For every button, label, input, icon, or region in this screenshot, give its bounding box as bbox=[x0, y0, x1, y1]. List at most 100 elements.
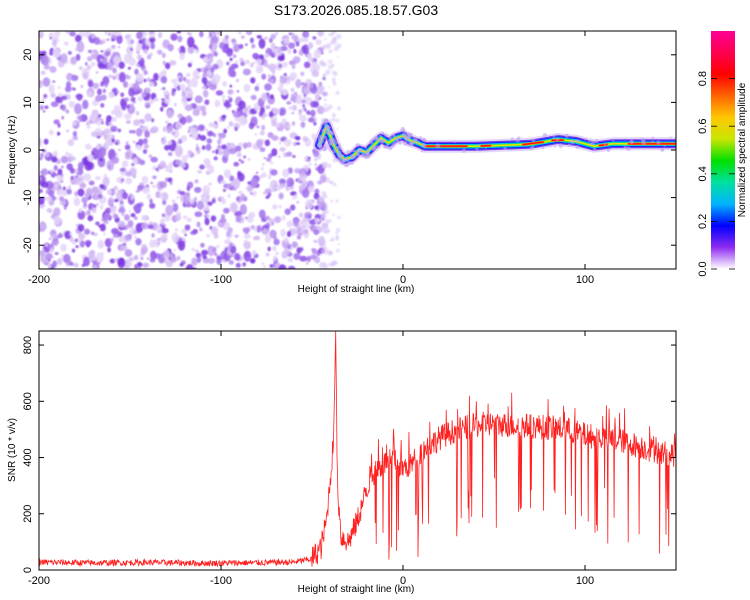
noise-speckle bbox=[227, 227, 233, 233]
noise-speckle bbox=[152, 175, 157, 180]
noise-speckle bbox=[163, 90, 170, 96]
noise-speckle bbox=[60, 186, 69, 196]
noise-speckle bbox=[278, 155, 281, 158]
noise-speckle bbox=[182, 215, 188, 219]
signal-hotspot bbox=[522, 141, 544, 146]
noise-speckle bbox=[125, 75, 131, 80]
noise-speckle bbox=[99, 223, 106, 232]
noise-speckle bbox=[324, 37, 327, 41]
noise-speckle bbox=[95, 221, 100, 226]
signal-fringe bbox=[409, 133, 412, 136]
noise-speckle bbox=[209, 31, 217, 36]
noise-speckle bbox=[307, 52, 313, 60]
signal-fringe bbox=[517, 136, 521, 140]
noise-speckle bbox=[171, 90, 176, 97]
noise-speckle bbox=[315, 39, 322, 46]
noise-speckle bbox=[171, 205, 174, 209]
noise-speckle bbox=[134, 264, 138, 269]
noise-speckle bbox=[54, 31, 61, 37]
noise-speckle bbox=[221, 198, 227, 205]
signal-fringe bbox=[361, 154, 365, 158]
signal-fringe bbox=[381, 138, 386, 144]
noise-speckle bbox=[278, 192, 284, 200]
noise-speckle bbox=[108, 122, 113, 127]
noise-speckle bbox=[235, 197, 240, 201]
noise-speckle bbox=[153, 97, 160, 102]
noise-speckle bbox=[223, 207, 230, 214]
noise-speckle bbox=[92, 264, 98, 269]
noise-speckle bbox=[176, 31, 181, 34]
noise-speckle bbox=[290, 87, 295, 92]
signal-fringe bbox=[419, 136, 423, 140]
noise-speckle bbox=[204, 217, 210, 226]
noise-speckle bbox=[57, 96, 63, 104]
noise-speckle bbox=[262, 228, 269, 235]
noise-speckle bbox=[320, 248, 326, 254]
noise-speckle bbox=[270, 169, 278, 176]
noise-speckle bbox=[74, 191, 79, 197]
noise-speckle bbox=[302, 136, 309, 142]
noise-speckle bbox=[320, 86, 326, 91]
noise-speckle bbox=[335, 90, 340, 96]
noise-speckle bbox=[318, 261, 325, 269]
noise-speckle bbox=[320, 51, 324, 55]
noise-speckle bbox=[53, 165, 58, 171]
noise-speckle bbox=[76, 115, 83, 120]
noise-speckle bbox=[70, 156, 76, 161]
y-tick-label: 10 bbox=[22, 96, 34, 108]
noise-speckle bbox=[232, 111, 241, 118]
noise-speckle bbox=[57, 123, 61, 128]
noise-speckle bbox=[246, 185, 253, 193]
noise-speckle bbox=[95, 95, 103, 102]
noise-speckle bbox=[181, 154, 188, 163]
y-tick-label: 0 bbox=[22, 147, 34, 153]
noise-speckle bbox=[324, 203, 328, 207]
noise-speckle bbox=[124, 34, 130, 40]
noise-speckle bbox=[291, 241, 298, 248]
noise-speckle bbox=[335, 199, 339, 203]
noise-speckle bbox=[143, 70, 148, 76]
noise-speckle bbox=[167, 151, 173, 157]
signal-fringe bbox=[640, 137, 646, 142]
noise-speckle bbox=[88, 180, 95, 186]
noise-speckle bbox=[200, 242, 205, 248]
noise-speckle bbox=[243, 233, 251, 239]
signal-fringe bbox=[325, 126, 330, 131]
noise-speckle bbox=[75, 245, 79, 248]
signal-fringe bbox=[485, 147, 487, 149]
noise-speckle bbox=[234, 210, 243, 217]
noise-speckle bbox=[203, 157, 211, 166]
noise-speckle bbox=[130, 47, 133, 51]
noise-speckle bbox=[161, 52, 166, 59]
noise-speckle bbox=[115, 31, 122, 36]
noise-speckle bbox=[139, 253, 144, 259]
noise-speckle bbox=[285, 186, 290, 192]
noise-speckle bbox=[194, 95, 203, 104]
signal-fringe bbox=[663, 145, 666, 148]
signal-fringe bbox=[412, 137, 415, 140]
noise-speckle bbox=[215, 148, 220, 155]
noise-speckle bbox=[161, 138, 167, 145]
noise-speckle bbox=[222, 80, 227, 87]
noise-speckle bbox=[204, 99, 210, 106]
noise-speckle bbox=[78, 208, 83, 213]
noise-speckle bbox=[56, 188, 63, 196]
noise-speckle bbox=[330, 199, 334, 203]
noise-speckle bbox=[56, 174, 64, 182]
colorbar-tick-label: 0.6 bbox=[697, 119, 709, 134]
noise-speckle bbox=[60, 165, 64, 169]
spectrogram-y-ticks: 20 10 0 -10 -20 bbox=[22, 49, 676, 253]
noise-speckle bbox=[313, 121, 317, 126]
noise-speckle bbox=[293, 194, 298, 200]
noise-speckle bbox=[100, 81, 104, 87]
noise-speckle bbox=[265, 105, 271, 110]
noise-speckle bbox=[87, 215, 94, 222]
noise-speckle bbox=[213, 51, 218, 57]
noise-speckle bbox=[212, 246, 217, 253]
y-tick-label: 200 bbox=[22, 505, 34, 523]
noise-speckle bbox=[184, 78, 191, 84]
noise-speckle bbox=[305, 32, 309, 36]
noise-speckle bbox=[202, 185, 210, 196]
noise-speckle bbox=[329, 49, 333, 52]
